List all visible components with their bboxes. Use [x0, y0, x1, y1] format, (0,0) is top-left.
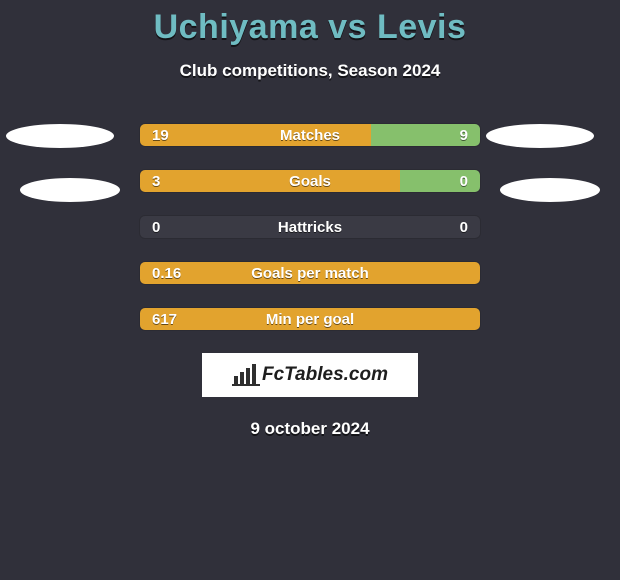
subtitle: Club competitions, Season 2024: [0, 61, 620, 81]
player-oval: [500, 178, 600, 202]
player-oval: [486, 124, 594, 148]
player-oval: [6, 124, 114, 148]
stat-label: Min per goal: [140, 308, 480, 331]
stat-label: Goals per match: [140, 262, 480, 285]
stat-label: Hattricks: [140, 216, 480, 239]
stat-row: 617Min per goal: [139, 307, 481, 331]
stat-rows: 199Matches 30Goals 00Hattricks 0.16Goals pe…: [139, 123, 481, 331]
bar-chart-icon: [232, 364, 260, 386]
stat-label: Goals: [140, 170, 480, 193]
stat-row: 199Matches: [139, 123, 481, 147]
stat-row: 00Hattricks: [139, 215, 481, 239]
page-title: Uchiyama vs Levis: [0, 8, 620, 47]
logo-text: FcTables.com: [262, 364, 388, 386]
stat-row: 0.16Goals per match: [139, 261, 481, 285]
comparison-card: Uchiyama vs Levis Club competitions, Sea…: [0, 0, 620, 439]
stat-label: Matches: [140, 124, 480, 147]
logo-box[interactable]: FcTables.com: [202, 353, 418, 397]
date-text: 9 october 2024: [0, 419, 620, 439]
stat-row: 30Goals: [139, 169, 481, 193]
player-oval: [20, 178, 120, 202]
